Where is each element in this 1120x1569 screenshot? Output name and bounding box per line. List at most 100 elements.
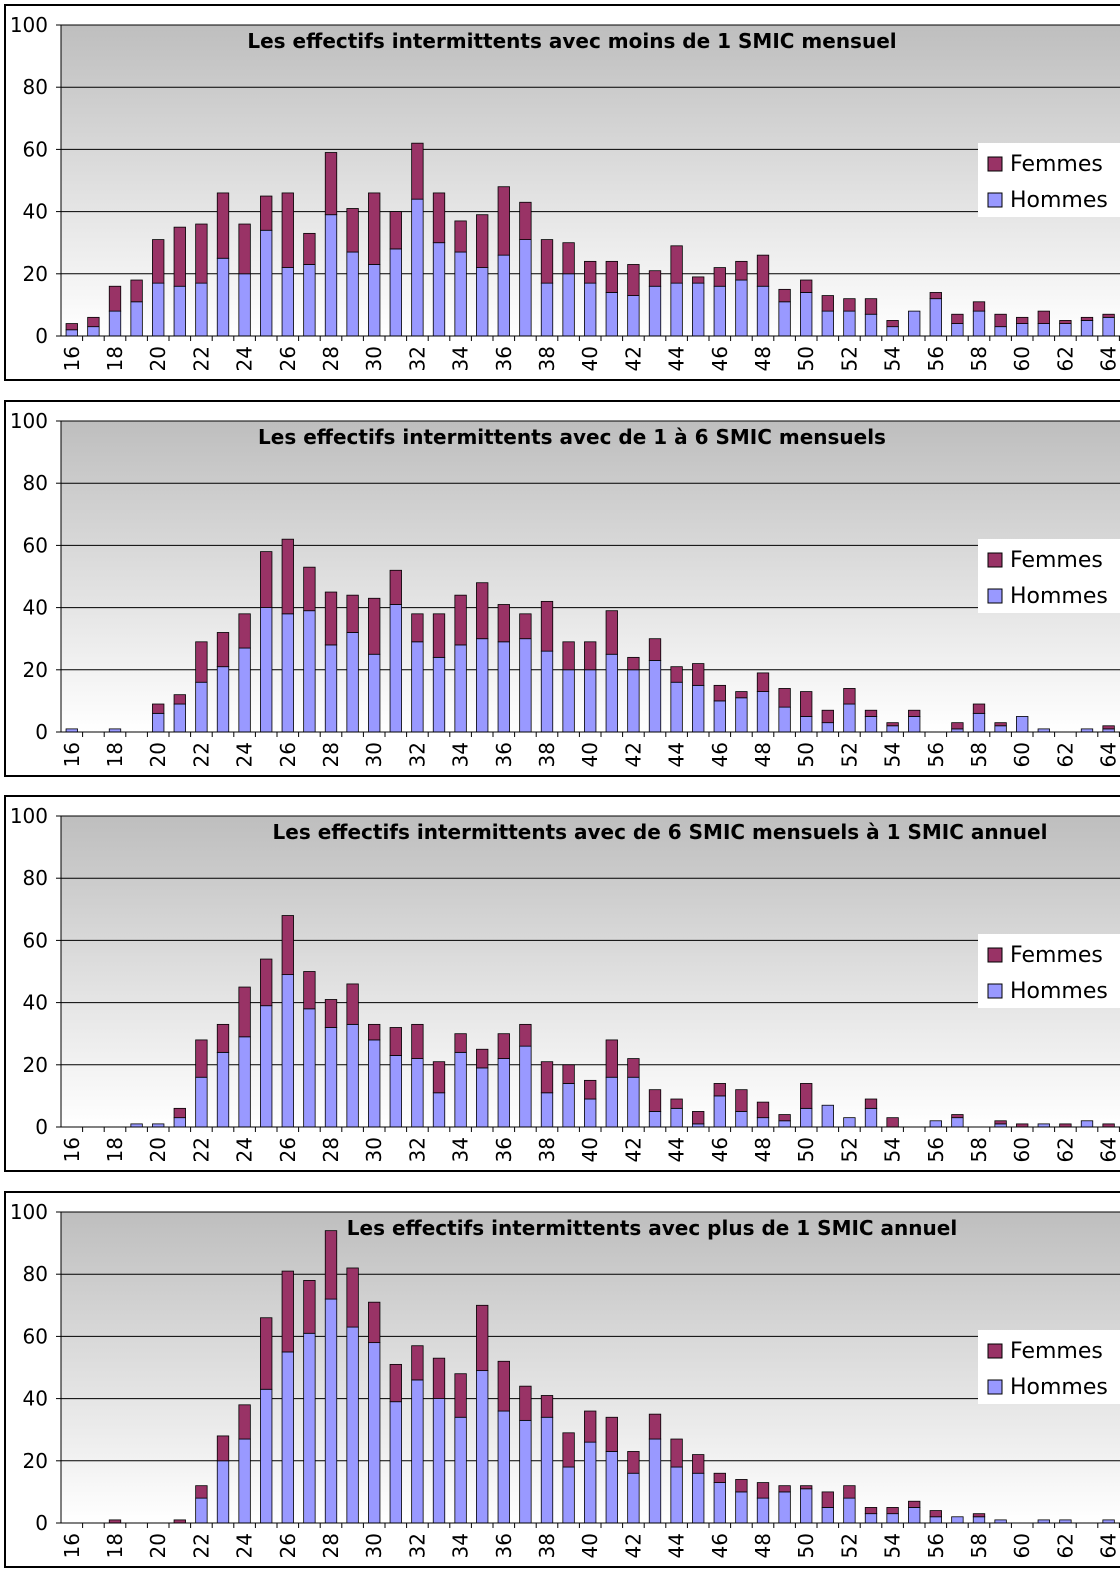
bar-femmes-28 bbox=[324, 591, 338, 646]
bar-hommes-32 bbox=[411, 198, 424, 337]
plot-area bbox=[61, 816, 1120, 1127]
x-tick-label: 62 bbox=[1053, 1137, 1077, 1162]
bar-hommes-52 bbox=[843, 1497, 856, 1524]
bar-hommes-48 bbox=[756, 691, 770, 733]
bar-hommes-20 bbox=[152, 282, 165, 337]
bar-hommes-28 bbox=[324, 1027, 338, 1128]
x-tick-label: 54 bbox=[881, 742, 905, 767]
bar-femmes-47 bbox=[735, 260, 748, 281]
bar-hommes-31 bbox=[389, 604, 402, 733]
bar-hommes-50 bbox=[800, 1488, 813, 1524]
bar-hommes-20 bbox=[152, 712, 165, 733]
y-tick-label: 60 bbox=[23, 533, 48, 557]
x-tick-label: 24 bbox=[233, 1137, 257, 1162]
bar-hommes-55 bbox=[908, 716, 921, 733]
bar-hommes-38 bbox=[540, 1092, 554, 1128]
x-tick-label: 36 bbox=[492, 346, 516, 371]
legend-swatch-hommes bbox=[987, 1379, 1003, 1395]
bar-femmes-44 bbox=[670, 1098, 683, 1109]
bar-femmes-58 bbox=[972, 1513, 986, 1518]
bar-femmes-49 bbox=[778, 688, 791, 708]
bar-hommes-53 bbox=[864, 1107, 878, 1128]
bar-femmes-48 bbox=[756, 1101, 770, 1119]
bar-hommes-21 bbox=[173, 703, 186, 733]
bar-femmes-54 bbox=[886, 1117, 899, 1128]
bar-hommes-53 bbox=[864, 1513, 878, 1524]
bar-femmes-42 bbox=[627, 656, 640, 671]
bar-hommes-17 bbox=[87, 326, 100, 337]
legend-label-femmes: Femmes bbox=[1010, 1339, 1103, 1364]
bar-femmes-38 bbox=[540, 1061, 554, 1094]
y-tick-label: 20 bbox=[23, 1449, 48, 1473]
bar-femmes-61 bbox=[1037, 310, 1050, 324]
bar-hommes-42 bbox=[627, 1076, 640, 1128]
bar-hommes-47 bbox=[735, 1111, 748, 1128]
x-tick-label: 24 bbox=[233, 742, 257, 767]
bar-femmes-56 bbox=[929, 292, 942, 300]
bar-hommes-26 bbox=[281, 613, 294, 733]
x-tick-label: 32 bbox=[405, 1533, 429, 1558]
bar-hommes-34 bbox=[454, 251, 467, 337]
y-tick-label: 60 bbox=[23, 1324, 48, 1348]
x-tick-label: 54 bbox=[881, 346, 905, 371]
bar-hommes-30 bbox=[368, 1039, 381, 1128]
chart-panel-4: 0 20 40 60 80 100 16 18 20 22 24 26 28 30 32 34 36 38 40 42… bbox=[4, 1191, 1120, 1568]
x-tick-label: 54 bbox=[881, 1533, 905, 1558]
bar-hommes-23 bbox=[216, 257, 230, 337]
bar-hommes-44 bbox=[670, 681, 683, 733]
bar-femmes-29 bbox=[346, 594, 359, 633]
bar-femmes-42 bbox=[627, 1451, 640, 1474]
bar-femmes-45 bbox=[692, 276, 705, 284]
bar-hommes-59 bbox=[994, 326, 1007, 337]
x-tick-label: 34 bbox=[449, 742, 473, 767]
bar-femmes-25 bbox=[260, 958, 273, 1007]
bar-femmes-21 bbox=[173, 1107, 186, 1119]
bar-hommes-32 bbox=[411, 1058, 424, 1128]
bar-femmes-53 bbox=[864, 1098, 878, 1109]
y-tick-label: 20 bbox=[23, 262, 48, 286]
bar-hommes-27 bbox=[303, 1332, 316, 1524]
y-tick-label: 80 bbox=[23, 471, 48, 495]
x-tick-label: 64 bbox=[1097, 1533, 1120, 1558]
bar-femmes-48 bbox=[756, 672, 770, 692]
x-tick-label: 44 bbox=[665, 1137, 689, 1162]
x-tick-label: 52 bbox=[837, 1533, 861, 1558]
bar-hommes-33 bbox=[432, 1398, 446, 1524]
bar-femmes-52 bbox=[843, 298, 856, 312]
x-tick-label: 26 bbox=[276, 1533, 300, 1558]
bar-hommes-28 bbox=[324, 214, 338, 337]
bar-hommes-39 bbox=[562, 669, 575, 733]
chart-panel-1: 0 20 40 60 80 100 16 18 20 22 24 26 28 30 32 34 36 38 40 42… bbox=[4, 4, 1120, 381]
bar-femmes-39 bbox=[562, 242, 575, 275]
bar-femmes-33 bbox=[432, 1061, 446, 1094]
bar-hommes-34 bbox=[454, 644, 467, 733]
bar-femmes-51 bbox=[821, 295, 834, 312]
bar-femmes-28 bbox=[324, 999, 338, 1028]
x-tick-label: 40 bbox=[578, 1533, 602, 1558]
x-tick-label: 56 bbox=[924, 742, 948, 767]
x-tick-label: 28 bbox=[319, 1137, 343, 1162]
x-tick-label: 46 bbox=[708, 742, 732, 767]
x-tick-label: 32 bbox=[405, 742, 429, 767]
bar-hommes-24 bbox=[238, 273, 251, 337]
bar-hommes-42 bbox=[627, 669, 640, 733]
bar-hommes-21 bbox=[173, 1117, 186, 1128]
bar-hommes-36 bbox=[497, 1058, 510, 1128]
bar-femmes-55 bbox=[908, 1500, 921, 1508]
x-tick-label: 62 bbox=[1053, 742, 1077, 767]
bar-hommes-55 bbox=[908, 310, 921, 337]
bar-femmes-49 bbox=[778, 288, 791, 303]
bar-femmes-62 bbox=[1059, 320, 1072, 324]
bar-femmes-59 bbox=[994, 1120, 1007, 1125]
legend-label-hommes: Hommes bbox=[1010, 188, 1108, 213]
x-tick-label: 46 bbox=[708, 346, 732, 371]
y-tick-label: 100 bbox=[10, 1200, 48, 1224]
bar-hommes-40 bbox=[584, 1441, 597, 1524]
x-tick-label: 48 bbox=[751, 742, 775, 767]
bar-femmes-24 bbox=[238, 223, 251, 275]
bar-femmes-29 bbox=[346, 983, 359, 1025]
bar-femmes-37 bbox=[519, 613, 532, 640]
bar-hommes-44 bbox=[670, 1466, 683, 1524]
bar-femmes-53 bbox=[864, 709, 878, 717]
bar-hommes-43 bbox=[648, 1438, 662, 1524]
